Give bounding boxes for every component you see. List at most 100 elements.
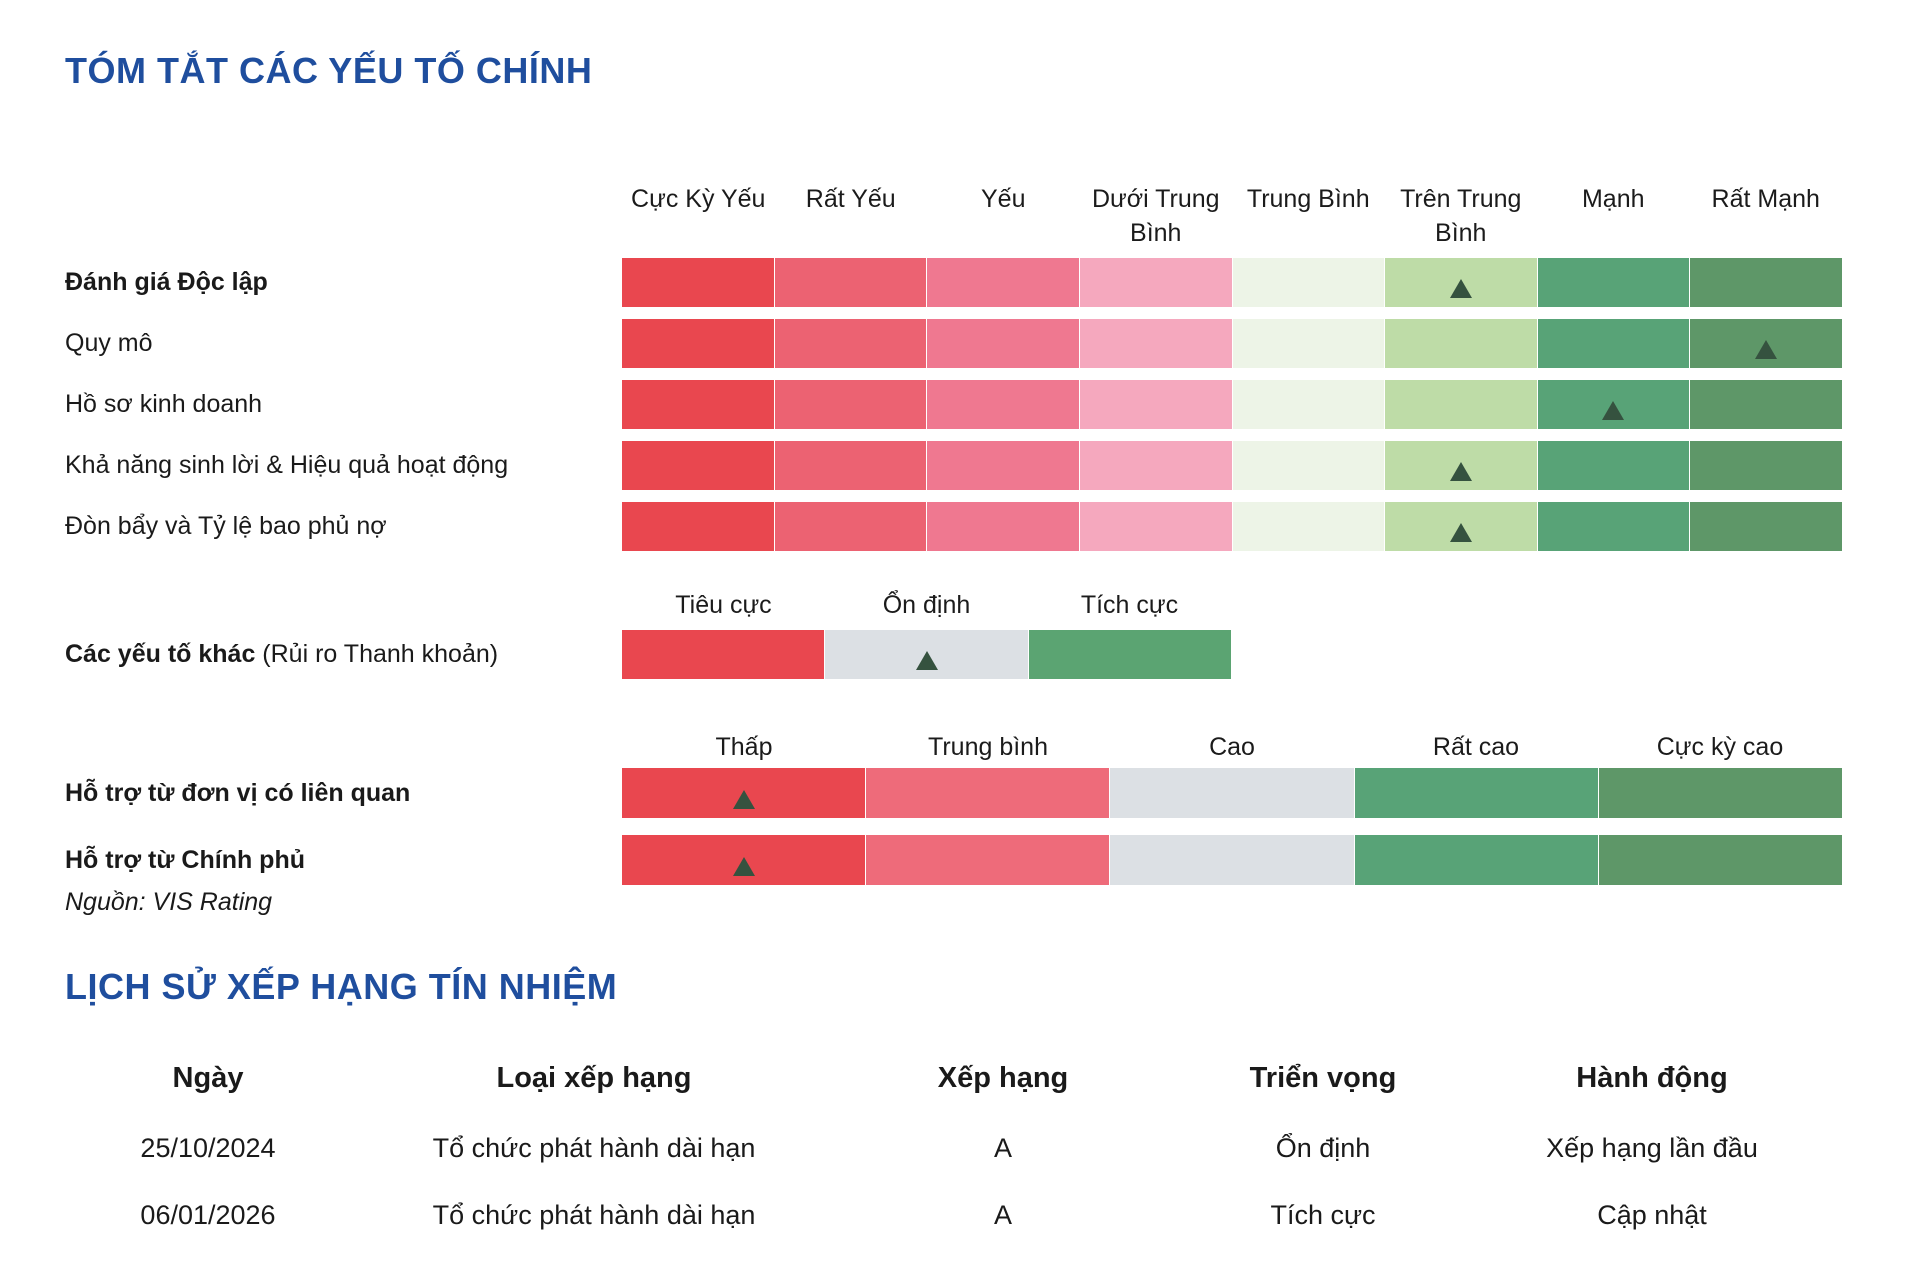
scale-segment: [1689, 258, 1842, 307]
scale5-label: Rất cao: [1432, 733, 1520, 761]
scale-segment: [1597, 835, 1843, 885]
scale8-label: Rất Mạnh: [1711, 185, 1820, 213]
history-table-row: 25/10/2024 Tổ chức phát hành dài hạn A Ổ…: [65, 1128, 1827, 1168]
scale-segment: [1231, 319, 1385, 368]
scale-segment: [1689, 502, 1842, 551]
scale-segment: [773, 258, 927, 307]
history-col-header: Loại xếp hạng: [496, 1062, 692, 1094]
history-cell-date: 25/10/2024: [140, 1133, 276, 1163]
scale5-label: Cực kỳ cao: [1656, 733, 1784, 761]
scale-segment: [773, 502, 927, 551]
scale-segment: [1231, 441, 1385, 490]
scale-segment: [1109, 768, 1354, 818]
scale-segment: [1231, 258, 1385, 307]
rating-marker-icon: [1449, 279, 1472, 298]
history-cell-outlook: Ổn định: [1275, 1133, 1371, 1163]
scale-segment: [926, 380, 1079, 429]
factor-scale-bar: [622, 502, 1842, 551]
history-cell-outlook: Tích cực: [1270, 1200, 1376, 1230]
factor-label: Khả năng sinh lời & Hiệu quả hoạt động: [65, 451, 509, 479]
history-cell-date: 06/01/2026: [140, 1200, 276, 1230]
history-cell-action: Xếp hạng lần đầu: [1546, 1133, 1758, 1163]
scale-segment: [1536, 441, 1690, 490]
factor-label: Đòn bẩy và Tỷ lệ bao phủ nợ: [65, 512, 387, 540]
rating-marker-icon: [1754, 340, 1777, 359]
scale5-label: Thấp: [715, 733, 773, 761]
scale-segment: [865, 768, 1110, 818]
factor-scale-bar: [622, 380, 1842, 429]
history-table-row: 06/01/2026 Tổ chức phát hành dài hạn A T…: [65, 1195, 1827, 1235]
rating-marker-icon: [733, 790, 755, 809]
history-cell-rating: A: [993, 1133, 1012, 1163]
history-table-header: Ngày Loại xếp hạng Xếp hạng Triển vọng H…: [65, 1058, 1827, 1098]
scale8-label: Mạnh: [1581, 185, 1645, 213]
scale-segment: [1689, 441, 1842, 490]
support-label: Hỗ trợ từ đơn vị có liên quan: [65, 779, 411, 807]
scale-segment: [926, 319, 1079, 368]
scale8-label: Dưới Trung Bình: [1091, 185, 1220, 247]
factor-label: Đánh giá Độc lập: [65, 268, 268, 296]
scale-segment: [1078, 502, 1232, 551]
scale5-label: Cao: [1209, 733, 1255, 761]
scale-segment: [1109, 835, 1354, 885]
scale-segment: [1078, 258, 1232, 307]
scale-segment: [1027, 630, 1231, 679]
scale-segment: [926, 258, 1079, 307]
scale5-label: Trung bình: [928, 733, 1048, 761]
rating-marker-icon: [1602, 401, 1625, 420]
history-cell-action: Cập nhật: [1597, 1200, 1707, 1230]
scale-segment: [1353, 835, 1598, 885]
rating-history-title: LỊCH SỬ XẾP HẠNG TÍN NHIỆM: [65, 966, 618, 1007]
scale-segment: [1231, 502, 1385, 551]
rating-marker-icon: [915, 651, 938, 670]
scale-segment: [622, 380, 774, 429]
support-label: Hỗ trợ từ Chính phủ: [65, 846, 305, 874]
scale-segment: [1078, 380, 1232, 429]
scale-segment: [1536, 502, 1690, 551]
scale3-label: Ổn định: [882, 591, 971, 619]
scale8-label: Trung Bình: [1246, 185, 1370, 213]
factor-label: Hồ sơ kinh doanh: [65, 390, 263, 418]
scale-segment: [1231, 380, 1385, 429]
factor-label: Quy mô: [65, 329, 153, 357]
support-scale-bar: [622, 835, 1843, 885]
other-factors-label-bold: Các yếu tố khác: [65, 640, 256, 668]
history-col-header: Hành động: [1576, 1062, 1728, 1094]
scale8-header: Cực Kỳ Yếu Rất Yếu Yếu Dưới Trung Bình T…: [622, 182, 1842, 250]
history-col-header: Ngày: [172, 1062, 244, 1094]
factor-scale-bar: [622, 441, 1842, 490]
scale-segment: [926, 441, 1079, 490]
scale-segment: [1536, 258, 1690, 307]
other-factors-label: Các yếu tố khác (Rủi ro Thanh khoản): [65, 630, 610, 679]
scale-segment: [1078, 319, 1232, 368]
scale8-label: Cực Kỳ Yếu: [631, 185, 766, 213]
history-cell-type: Tổ chức phát hành dài hạn: [432, 1200, 756, 1230]
scale8-label: Rất Yếu: [805, 185, 896, 213]
scale5-header: Thấp Trung bình Cao Rất cao Cực kỳ cao: [622, 730, 1842, 764]
scale-segment: [1689, 380, 1842, 429]
factor-scale-bar: [622, 258, 1842, 307]
key-factors-title: TÓM TẮT CÁC YẾU TỐ CHÍNH: [65, 50, 593, 91]
scale-segment: [622, 630, 825, 679]
scale-segment: [622, 502, 774, 551]
scale-segment: [1536, 319, 1690, 368]
scale-segment: [1597, 768, 1843, 818]
scale3-header: Tiêu cực Ổn định Tích cực: [622, 588, 1231, 622]
scale-segment: [773, 380, 927, 429]
scale-segment: [773, 319, 927, 368]
rating-marker-icon: [1449, 523, 1472, 542]
scale-segment: [1384, 319, 1537, 368]
scale8-label: Yếu: [981, 185, 1026, 213]
scale-segment: [926, 502, 1079, 551]
other-factors-label-normal: (Rủi ro Thanh khoản): [255, 640, 499, 668]
scale-segment: [865, 835, 1110, 885]
scale3-label: Tiêu cực: [675, 591, 772, 619]
scale3-label: Tích cực: [1080, 591, 1179, 619]
source-note: Nguồn: VIS Rating: [65, 888, 273, 916]
scale-segment: [1353, 768, 1598, 818]
scale-segment: [1078, 441, 1232, 490]
history-col-header: Xếp hạng: [937, 1062, 1069, 1094]
scale8-label: Trên Trung Bình: [1400, 185, 1522, 247]
rating-marker-icon: [733, 857, 755, 876]
